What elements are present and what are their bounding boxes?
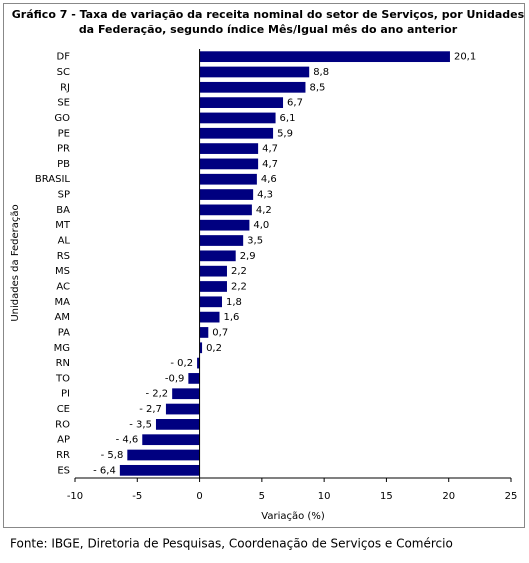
y-tick-label: PB [57, 159, 70, 170]
data-label: 0,7 [212, 327, 228, 338]
bar [199, 265, 227, 277]
data-label: 4,2 [256, 205, 272, 216]
y-tick-label: SP [58, 190, 70, 201]
y-tick-label: RO [55, 419, 70, 430]
data-label: -0,9 [165, 373, 185, 384]
data-label: - 0,2 [170, 358, 193, 369]
bar [199, 342, 203, 354]
y-tick-label: PR [57, 144, 70, 155]
y-tick-label: RR [56, 450, 70, 461]
y-tick-label: RS [57, 251, 70, 262]
y-axis-label: Unidades da Federação [10, 204, 21, 321]
data-label: - 3,5 [129, 419, 152, 430]
bar [199, 66, 310, 78]
x-tick-label: 20 [442, 491, 455, 502]
y-tick-label: CE [57, 404, 70, 415]
x-tick-label: -10 [67, 491, 83, 502]
x-tick-label: 10 [318, 491, 331, 502]
bar [172, 388, 200, 400]
data-label: 6,1 [280, 113, 296, 124]
data-label: - 6,4 [93, 465, 116, 476]
bar [197, 357, 200, 369]
y-tick-label: GO [54, 113, 70, 124]
bar [199, 127, 274, 139]
bar [199, 204, 252, 216]
data-label: 2,9 [240, 251, 256, 262]
bar [155, 419, 200, 430]
y-tick-label: DF [57, 52, 71, 63]
y-tick-label: MT [55, 220, 71, 231]
data-label: 5,9 [277, 128, 293, 139]
y-tick-label: AM [55, 312, 70, 323]
y-tick-label: MA [55, 297, 71, 308]
y-tick-label: BA [56, 205, 70, 216]
y-tick-label: MS [55, 266, 70, 277]
bar [142, 434, 200, 446]
data-label: 2,2 [231, 281, 247, 292]
data-label: - 2,2 [145, 389, 168, 400]
x-tick-label: -5 [132, 491, 142, 502]
y-tick-label: AL [58, 236, 71, 247]
chart-title: Gráfico 7 - Taxa de variação da receita … [12, 8, 525, 21]
x-tick-label: 15 [380, 491, 393, 502]
data-label: 8,8 [313, 67, 329, 78]
chart-title: da Federação, segundo índice Mês/Igual m… [79, 23, 458, 36]
data-label: 4,7 [262, 144, 278, 155]
bar [188, 373, 200, 384]
bar [199, 143, 259, 154]
bar [199, 281, 227, 292]
bar [127, 449, 200, 461]
data-label: 4,3 [257, 190, 273, 201]
y-tick-label: RN [56, 358, 70, 369]
bar [199, 327, 209, 338]
y-tick-label: ES [57, 465, 70, 476]
bar [199, 311, 220, 323]
y-tick-label: SC [57, 67, 70, 78]
data-label: 1,6 [224, 312, 240, 323]
bar [199, 250, 236, 262]
bar [199, 51, 450, 63]
y-tick-label: TO [55, 373, 70, 384]
x-axis-label: Variação (%) [261, 511, 325, 522]
y-tick-label: AC [56, 281, 70, 292]
y-tick-label: BRASIL [35, 174, 71, 185]
data-label: - 2,7 [139, 404, 162, 415]
data-label: 20,1 [454, 52, 476, 63]
data-label: 2,2 [231, 266, 247, 277]
data-label: 6,7 [287, 98, 303, 109]
data-label: 4,7 [262, 159, 278, 170]
bar [199, 158, 259, 170]
data-label: - 4,6 [116, 435, 139, 446]
y-tick-label: PI [61, 389, 70, 400]
data-label: 3,5 [247, 236, 263, 247]
bar [199, 296, 222, 308]
source: Fonte: IBGE, Diretoria de Pesquisas, Coo… [10, 537, 453, 551]
bar [199, 97, 284, 108]
bar [199, 235, 244, 246]
data-label: 4,0 [253, 220, 269, 231]
data-label: 0,2 [206, 343, 222, 354]
x-tick-label: 5 [259, 491, 265, 502]
data-label: 4,6 [261, 174, 277, 185]
bar [199, 219, 250, 231]
bar [119, 464, 200, 476]
x-tick-label: 0 [196, 491, 202, 502]
x-tick-label: 25 [505, 491, 518, 502]
y-tick-label: PA [58, 327, 70, 338]
data-label: 1,8 [226, 297, 242, 308]
data-label: - 5,8 [101, 450, 124, 461]
data-label: 8,5 [309, 82, 325, 93]
y-tick-label: AP [57, 435, 70, 446]
y-tick-label: PE [58, 128, 70, 139]
bar [199, 81, 306, 93]
bar [199, 112, 276, 124]
bar [199, 189, 254, 200]
y-tick-label: MG [54, 343, 70, 354]
bar [165, 403, 200, 415]
y-tick-label: SE [57, 98, 70, 109]
bar [199, 173, 257, 185]
y-tick-label: RJ [60, 82, 70, 93]
